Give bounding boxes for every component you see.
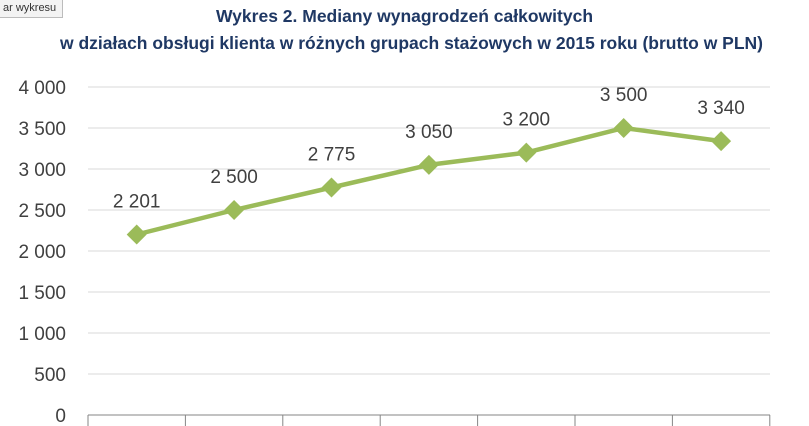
data-labels: 2 201 2 500 2 775 3 050 3 200 3 500 3 340 [113,85,745,213]
data-point-marker [321,177,342,198]
y-tick-label: 2 000 [18,242,66,263]
data-label: 3 050 [405,122,453,143]
chart-title-block: Wykres 2. Mediany wynagrodzeń całkowityc… [0,3,809,57]
data-label: 2 775 [308,144,356,165]
y-tick-label: 2 500 [18,201,66,222]
data-label: 2 201 [113,192,161,213]
data-point-marker [224,200,245,220]
data-label: 2 500 [210,167,258,188]
data-point-marker [711,131,732,152]
x-axis [87,414,771,426]
data-point-marker [418,154,439,175]
y-tick-label: 500 [34,365,66,386]
data-label: 3 500 [600,85,648,106]
y-tick-label: 3 500 [18,119,66,140]
y-tick-label: 3 000 [18,160,66,181]
y-tick-label: 4 000 [18,78,66,99]
data-point-marker [516,142,537,163]
chart-area-tooltip: ar wykresu [0,0,64,18]
series-markers [126,118,732,245]
chart-subtitle: w działach obsługi klienta w różnych gru… [59,33,764,53]
data-label: 3 340 [697,98,745,119]
y-tick-label: 0 [55,406,66,426]
y-axis: 0 500 1 000 1 500 2 000 2 500 3 000 3 500 4 000 [18,78,66,426]
y-tick-label: 1 500 [18,283,66,304]
data-point-marker [613,118,634,138]
data-label: 3 200 [503,110,551,131]
y-tick-label: 1 000 [18,324,66,345]
data-point-marker [126,224,147,245]
chart-title: Wykres 2. Mediany wynagrodzeń całkowityc… [215,6,594,26]
